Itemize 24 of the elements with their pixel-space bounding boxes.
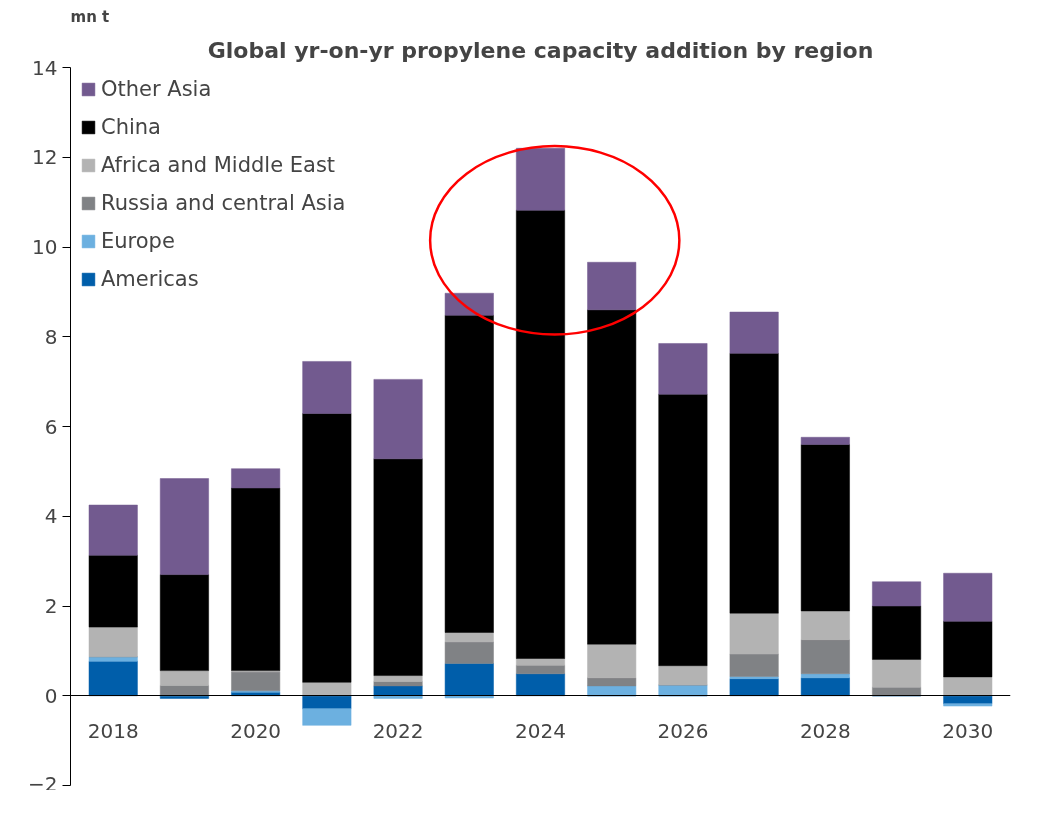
x-tick-label: 2018 xyxy=(87,718,139,743)
y-tick-label: 10 xyxy=(32,235,58,259)
y-tick-label: 4 xyxy=(44,504,58,529)
x-tick-label: 2026 xyxy=(657,718,709,743)
legend-label: Russia and central Asia xyxy=(101,191,346,215)
x-tick-label: 2024 xyxy=(515,718,566,743)
y-tick-label: 14 xyxy=(32,55,58,80)
y-tick-label: 0 xyxy=(44,683,58,708)
y-tick-label: 6 xyxy=(44,414,58,439)
x-tick-label: 2028 xyxy=(799,718,851,743)
legend-label: Americas xyxy=(101,267,199,291)
legend-label: China xyxy=(101,115,161,139)
legend-label: Africa and Middle East xyxy=(101,153,336,177)
x-tick-label: 2020 xyxy=(230,718,282,743)
chart-title: Global yr-on-yr propylene capacity addition by region xyxy=(207,37,874,63)
y-tick-label: 12 xyxy=(32,145,58,170)
x-tick-label: 2030 xyxy=(942,718,994,743)
legend-label: Europe xyxy=(101,229,175,253)
x-tick-label: 2022 xyxy=(372,718,424,743)
y-axis-title: mn t xyxy=(70,7,110,26)
y-tick-label: −2 xyxy=(28,771,58,796)
legend-label: Other Asia xyxy=(101,77,212,101)
y-tick-label: 2 xyxy=(44,594,58,618)
y-tick-label: 8 xyxy=(44,324,58,349)
